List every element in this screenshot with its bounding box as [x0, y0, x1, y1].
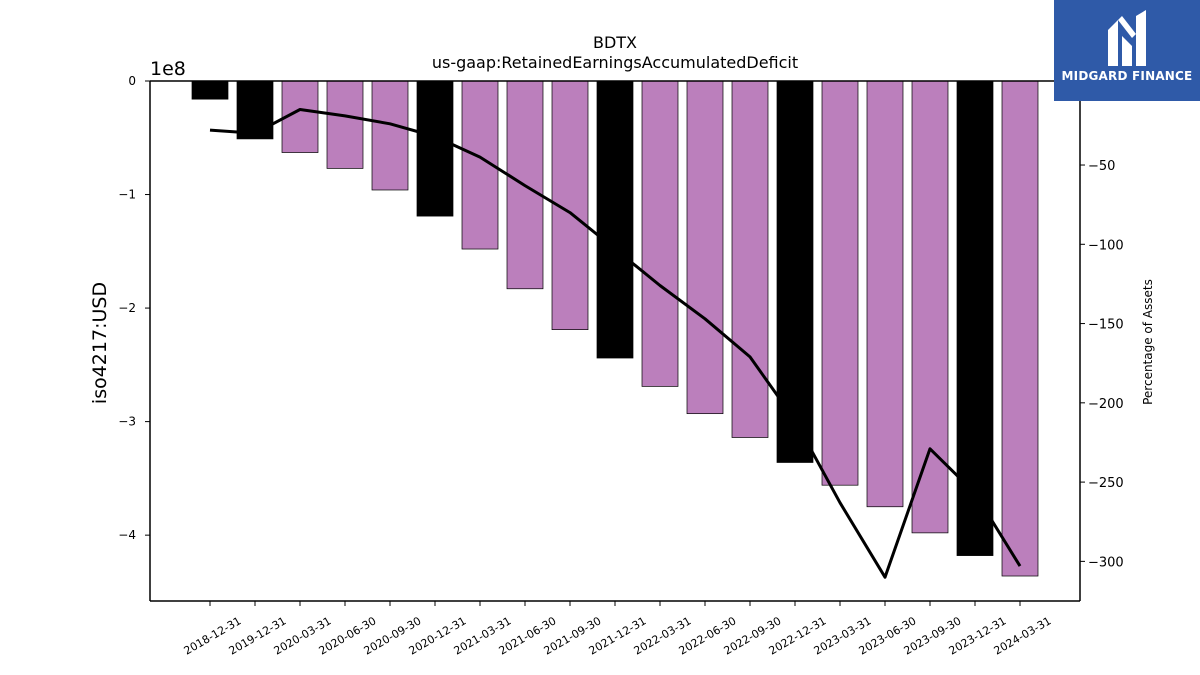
- y2-tick-label: −150: [1088, 318, 1124, 333]
- percentage-line: [209, 108, 1022, 579]
- bar: [326, 80, 364, 169]
- y2-tick-label: −50: [1088, 159, 1115, 174]
- bar: [866, 80, 904, 508]
- bars-layer: [191, 80, 1039, 577]
- brand-logo: MIDGARD FINANCE: [1054, 0, 1200, 101]
- y2-axis-label: Percentage of Assets: [1141, 279, 1155, 405]
- bar: [731, 80, 769, 438]
- y2-tick-label: −300: [1088, 555, 1124, 570]
- bar: [821, 80, 859, 486]
- bar: [371, 80, 409, 191]
- bar: [911, 80, 949, 534]
- bar: [776, 80, 814, 463]
- bar: [236, 80, 274, 140]
- brand-mark-icon: [1108, 10, 1146, 66]
- bar: [596, 80, 634, 359]
- y-tick-label: −2: [118, 301, 136, 315]
- bar: [416, 80, 454, 217]
- y2-tick-label: −250: [1088, 476, 1124, 491]
- brand-name: MIDGARD FINANCE: [1061, 69, 1193, 83]
- y-tick-label: −1: [118, 188, 136, 202]
- y-axis-label: iso4217:USD: [89, 282, 111, 404]
- y2-tick-label: −100: [1088, 238, 1124, 253]
- bar: [956, 80, 994, 556]
- y-tick-label: −3: [118, 415, 136, 429]
- bar: [1001, 80, 1039, 577]
- y-scale-label: 1e8: [150, 58, 186, 80]
- y-tick-label: 0: [128, 74, 136, 88]
- chart-subtitle: us-gaap:RetainedEarningsAccumulatedDefic…: [432, 53, 798, 72]
- y-tick-label: −4: [118, 528, 136, 542]
- bar: [191, 80, 229, 100]
- chart-title: BDTX: [593, 33, 637, 52]
- bar: [641, 80, 679, 387]
- bar: [686, 80, 724, 415]
- y2-tick-label: −200: [1088, 397, 1124, 412]
- line-layer: [209, 108, 1022, 579]
